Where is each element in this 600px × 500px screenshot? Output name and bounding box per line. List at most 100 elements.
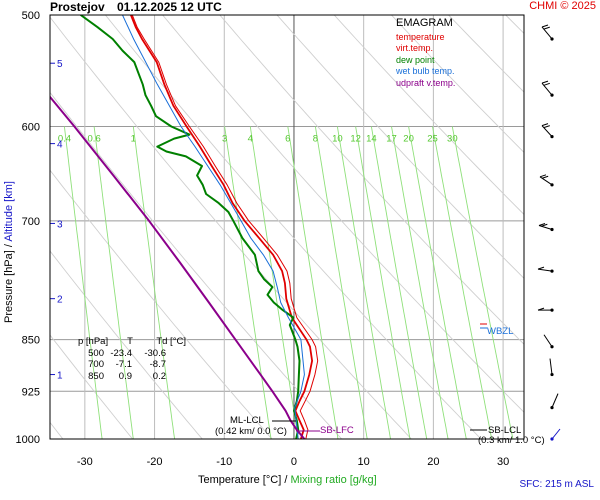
sb-lcl-sub: (0.3 km/ 1.0 °C) xyxy=(478,435,545,446)
x-axis-title-sep: / xyxy=(284,474,288,486)
wind-barb-staff xyxy=(541,82,553,96)
wind-barb-station xyxy=(550,183,554,187)
y-axis-title-sep: / xyxy=(3,244,15,248)
table-row: 700 -7.1 -8.7 xyxy=(78,359,186,371)
dry-adiabat xyxy=(50,91,343,439)
wind-barb-station xyxy=(550,269,554,273)
mixing-ratio-label: 25 xyxy=(427,134,438,145)
mixing-ratio-line xyxy=(287,126,339,439)
station-name: Prostejov xyxy=(50,0,105,14)
table-cell: -30.6 xyxy=(144,347,166,359)
legend-entry-virt-temp: virt.temp. xyxy=(396,43,434,54)
dry-adiabat xyxy=(50,250,203,439)
wind-barb-feather xyxy=(541,123,549,127)
mixing-ratio-line xyxy=(93,126,134,439)
series-virt-temp- xyxy=(131,15,319,439)
pressure-tick-label: 500 xyxy=(22,10,40,22)
table-cell: 0.2 xyxy=(152,370,166,382)
wind-barb-station xyxy=(550,308,554,312)
mixing-ratio-label: 12 xyxy=(350,134,361,145)
pressure-tick-label: 850 xyxy=(22,335,40,347)
wind-barb-feather xyxy=(543,82,550,86)
wind-barb-feather xyxy=(541,223,548,227)
y-axis-title: Pressure [hPa] / Altitude [km] xyxy=(3,177,15,327)
wind-barb-staff xyxy=(537,268,553,272)
mixing-ratio-label: 14 xyxy=(366,134,377,145)
altitude-tick-label: 2 xyxy=(57,295,63,306)
wind-barb-feather xyxy=(543,26,550,30)
wind-barb-station xyxy=(550,135,554,139)
temperature-tick-label: 10 xyxy=(358,456,370,468)
dry-adiabat xyxy=(219,15,524,345)
sb-lfc-label: SB-LFC xyxy=(320,425,354,436)
mixing-ratio-label: 6 xyxy=(285,134,290,145)
dry-adiabat xyxy=(50,16,412,439)
series-udpraft-v-temp- xyxy=(50,95,306,439)
wind-barb-feather xyxy=(541,24,549,28)
mixing-ratio-line xyxy=(336,126,391,439)
dry-adiabat xyxy=(50,334,133,439)
mixing-ratio-line xyxy=(432,126,493,439)
wind-barb-staff xyxy=(541,125,553,137)
wind-barb-staff xyxy=(541,26,553,40)
table-cell: 700 xyxy=(88,359,104,370)
mixing-ratio-label: 10 xyxy=(332,134,343,145)
ml-lcl-sub: (0.42 km/ 0.0 °C) xyxy=(215,426,287,437)
wind-barb-staff xyxy=(538,225,553,230)
dry-adiabat xyxy=(333,15,524,216)
table-cell: -8.7 xyxy=(149,359,166,370)
temperature-tick-label: 30 xyxy=(497,456,509,468)
credit-label: CHMI © 2025 xyxy=(529,0,596,12)
dry-adiabat xyxy=(594,0,600,439)
y-axis-title-pressure: Pressure [hPa] xyxy=(3,250,15,323)
altitude-tick-label: 3 xyxy=(57,219,63,230)
x-axis-title: Temperature [°C] / Mixing ratio [g/kg] xyxy=(198,474,377,486)
altitude-tick-label: 5 xyxy=(57,59,63,70)
table-cell: 500 xyxy=(88,347,104,359)
wind-barb-staff xyxy=(549,358,553,375)
wind-barb-staff xyxy=(539,176,553,186)
ml-lcl-label: ML-LCL xyxy=(230,415,264,426)
mixing-ratio-line xyxy=(63,126,103,439)
mixing-ratio-line xyxy=(224,126,272,439)
temperature-tick-label: -30 xyxy=(77,456,93,468)
sounding-table: p [hPa] T Td [°C] 500 -23.4 -30.6 700 -7… xyxy=(78,336,186,382)
temperature-tick-label: 0 xyxy=(291,456,297,468)
mixing-ratio-line xyxy=(408,126,467,439)
dry-adiabat xyxy=(538,0,600,439)
wind-barb-feather xyxy=(537,307,545,311)
mixing-ratio-label: 20 xyxy=(403,134,414,145)
wind-barb-feather xyxy=(537,266,545,270)
temperature-tick-label: -20 xyxy=(147,456,163,468)
altitude-tick-label: 4 xyxy=(57,140,63,151)
temperature-tick-label: -10 xyxy=(216,456,232,468)
pressure-tick-label: 925 xyxy=(22,386,40,398)
table-row: 500 -23.4 -30.6 xyxy=(78,348,186,360)
wind-barb-station xyxy=(550,406,554,410)
table-cell: 0.9 xyxy=(118,370,132,382)
mixing-ratio-line xyxy=(249,126,299,439)
mixing-ratio-line xyxy=(355,126,411,439)
surface-elevation: SFC: 215 m ASL xyxy=(519,479,594,490)
mixing-ratio-label: 8 xyxy=(313,134,318,145)
x-axis-title-temp: Temperature [°C] xyxy=(198,474,282,486)
wind-barb-staff xyxy=(551,393,559,408)
wind-barb-station xyxy=(550,93,554,97)
series-temperature xyxy=(130,15,314,439)
wind-barb-station xyxy=(550,227,554,232)
legend-entry-updraft: udpraft v.temp. xyxy=(396,77,456,88)
table-header-p: p [hPa] xyxy=(78,336,109,347)
pressure-tick-label: 700 xyxy=(22,216,40,228)
legend: EMAGRAM temperature virt.temp. dew point… xyxy=(396,17,456,90)
mixing-ratio-line xyxy=(314,126,368,439)
mixing-ratio-label: 17 xyxy=(386,134,397,145)
wind-barb-feather xyxy=(543,125,550,129)
dry-adiabat xyxy=(162,15,524,413)
table-header-td: Td [°C] xyxy=(156,336,186,347)
legend-entry-dew-point: dew point xyxy=(396,54,435,65)
mixing-ratio-line xyxy=(391,126,449,439)
pressure-tick-label: 600 xyxy=(22,122,40,134)
x-axis-title-mix: Mixing ratio [g/kg] xyxy=(290,474,377,486)
dry-adiabat xyxy=(390,15,524,154)
